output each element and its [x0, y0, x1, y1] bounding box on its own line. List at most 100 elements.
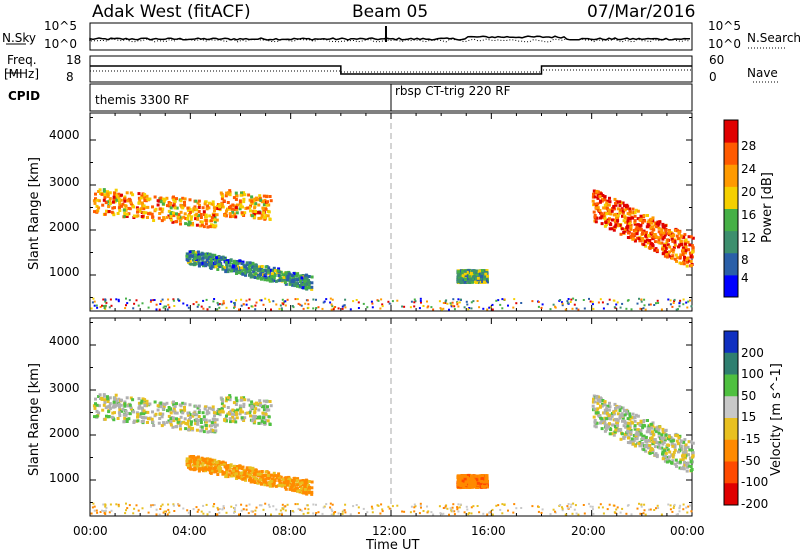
velocity-echo-cell	[223, 419, 227, 422]
velocity-echo-cell	[221, 472, 225, 476]
vel-cb-tick-100: 100	[741, 367, 764, 381]
power-echo-cell	[471, 277, 475, 281]
velocity-noise-cell	[418, 512, 421, 515]
power-echo-cell	[628, 212, 632, 216]
power-echo-cell	[220, 197, 224, 201]
velocity-echo-cell	[213, 425, 217, 429]
power-echo-cell	[269, 199, 273, 203]
power-echo-cell	[188, 260, 192, 263]
velocity-echo-cell	[271, 477, 274, 481]
power-echo-cell	[226, 191, 230, 195]
velocity-noise-cell	[507, 509, 509, 512]
power-echo-cell	[620, 227, 624, 231]
power-echo-cell	[268, 195, 272, 198]
power-echo-cell	[305, 276, 309, 279]
velocity-echo-cell	[463, 485, 467, 489]
velocity-echo-cell	[235, 399, 239, 403]
velocity-echo-cell	[243, 416, 247, 420]
power-noise-cell	[459, 298, 462, 301]
power-noise-cell	[420, 301, 422, 304]
velocity-noise-cell	[561, 506, 563, 509]
power-echo-cell	[467, 269, 470, 273]
power-noise-cell	[675, 308, 678, 311]
power-noise-cell	[92, 297, 95, 300]
velocity-echo-cell	[239, 398, 243, 402]
power-echo-cell	[593, 214, 597, 217]
power-noise-cell	[125, 297, 127, 300]
velocity-echo-cell	[234, 411, 238, 415]
velocity-echo-cell	[239, 410, 243, 414]
velocity-echo-cell	[296, 483, 300, 487]
power-noise-cell	[292, 306, 295, 309]
power-echo-cell	[228, 193, 232, 197]
velocity-noise-cell	[444, 506, 447, 509]
power-echo-cell	[248, 271, 252, 275]
velocity-noise-cell	[457, 503, 460, 506]
power-echo-cell	[266, 278, 269, 282]
power-echo-cell	[646, 241, 650, 245]
velocity-noise-cell	[575, 512, 578, 515]
velocity-echo-cell	[288, 482, 292, 486]
power-colorbar-segment	[724, 186, 738, 209]
power-noise-cell	[128, 299, 131, 302]
power-echo-cell	[228, 264, 232, 268]
power-noise-cell	[352, 300, 355, 303]
power-echo-cell	[647, 219, 651, 223]
power-echo-cell	[119, 198, 123, 202]
velocity-echo-cell	[264, 418, 268, 422]
velocity-echo-cell	[138, 404, 142, 408]
power-noise-cell	[636, 302, 639, 305]
power-noise-cell	[125, 304, 127, 307]
velocity-echo-cell	[225, 414, 228, 418]
power-noise-cell	[669, 303, 672, 306]
power-echo-cell	[211, 223, 215, 227]
power-echo-cell	[261, 273, 265, 277]
power-echo-cell	[222, 199, 226, 203]
velocity-noise-cell	[452, 503, 455, 506]
freq-tick-top: 18	[66, 53, 82, 67]
velocity-echo-cell	[657, 443, 661, 447]
velocity-echo-cell	[148, 402, 152, 406]
power-echo-cell	[235, 265, 239, 268]
velocity-echo-cell	[112, 400, 116, 404]
velocity-echo-cell	[191, 426, 194, 430]
velocity-echo-cell	[291, 488, 295, 492]
velocity-echo-cell	[650, 436, 654, 440]
power-echo-cell	[215, 213, 219, 217]
power-echo-cell	[258, 211, 262, 215]
velocity-echo-cell	[622, 424, 626, 428]
power-noise-cell	[588, 297, 590, 300]
power-echo-cell	[664, 228, 668, 232]
power-echo-cell	[216, 207, 220, 211]
power-noise-cell	[101, 304, 103, 307]
power-echo-cell	[242, 191, 246, 195]
power-noise-cell	[491, 303, 494, 306]
velocity-echo-cell	[594, 411, 598, 415]
power-echo-cell	[637, 227, 641, 231]
velocity-echo-cell	[599, 397, 603, 401]
velocity-echo-cell	[138, 414, 142, 418]
power-echo-cell	[691, 250, 694, 254]
power-noise-cell	[468, 307, 471, 309]
velocity-echo-cell	[600, 402, 604, 406]
power-noise-cell	[512, 306, 515, 309]
velocity-echo-cell	[662, 440, 666, 444]
velocity-echo-cell	[659, 439, 663, 443]
power-echo-cell	[596, 202, 600, 206]
power-echo-cell	[186, 214, 190, 218]
power-echo-cell	[202, 210, 206, 214]
power-echo-cell	[671, 248, 675, 252]
power-echo-cell	[238, 259, 242, 263]
power-echo-cell	[264, 272, 268, 276]
velocity-echo-cell	[240, 475, 244, 479]
velocity-echo-cell	[600, 404, 604, 408]
velocity-noise-cell	[197, 508, 200, 511]
velocity-echo-cell	[94, 402, 97, 406]
velocity-echo-cell	[651, 421, 655, 425]
velocity-colorbar-frame	[723, 330, 739, 506]
cpid-label: CPID	[8, 89, 41, 103]
power-noise-cell	[470, 301, 473, 304]
power-echo-cell	[266, 200, 269, 204]
velocity-echo-cell	[213, 466, 217, 470]
power-noise-cell	[566, 302, 569, 305]
